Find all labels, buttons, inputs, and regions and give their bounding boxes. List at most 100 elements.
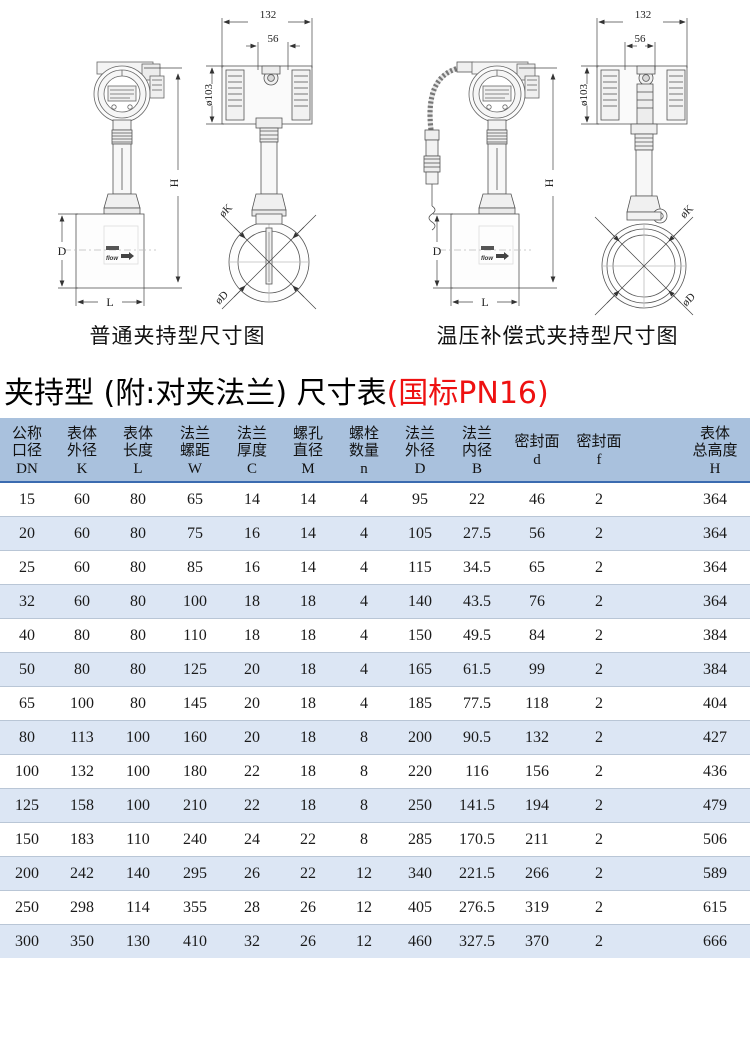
column-header-B: 法兰 内径 B	[448, 418, 506, 483]
table-row: 32 60 80 100 18 18 4 140 43.5 76 2 364	[0, 584, 750, 619]
header-symbol: n	[360, 460, 368, 477]
table-cell-d: 65	[506, 550, 568, 585]
table-cell-d: 156	[506, 754, 568, 789]
header-cn-line2: 内径	[461, 440, 492, 459]
header-cn-line1: 法兰	[179, 424, 210, 442]
table-cell-d: 84	[506, 618, 568, 653]
table-cell-L: 100	[110, 788, 166, 823]
header-cn-line2: 螺距	[179, 440, 210, 459]
header-cn-line1: 表体	[122, 424, 153, 442]
header-cn-line2: 密封面	[576, 432, 622, 451]
table-cell-H: 364	[630, 516, 750, 551]
dimension-label-56: 56	[268, 33, 280, 45]
header-symbol: B	[471, 460, 482, 477]
pressure-sensor-assembly	[423, 139, 441, 231]
table-cell-W: 125	[166, 652, 224, 687]
svg-text:flow: flow	[481, 256, 493, 262]
table-cell-M: 18	[280, 584, 336, 619]
table-cell-C: 14	[224, 482, 280, 517]
table-cell-H: 479	[630, 788, 750, 823]
table-body: 15 60 80 65 14 14 4 95 22 46 2 364 20 60 80 75 16 14 4 105 2…	[0, 482, 750, 959]
table-cell-D: 250	[392, 788, 448, 823]
column-header-M: 螺孔 直径 M	[280, 418, 336, 483]
dimension-label-phiK: øK	[217, 202, 235, 220]
table-cell-D: 405	[392, 890, 448, 925]
header-cn-line1: 螺孔	[292, 424, 323, 442]
table-cell-L: 100	[110, 754, 166, 789]
transmitter-side-housing	[221, 65, 313, 129]
table-cell-W: 65	[166, 482, 224, 517]
column-header-K: 表体 外径 K	[54, 418, 110, 483]
table-cell-W: 240	[166, 822, 224, 857]
table-cell-M: 22	[280, 822, 336, 857]
dimension-label-phi103: ø103	[578, 84, 590, 107]
dimension-label-phiD: øD	[680, 291, 698, 309]
table-cell-M: 14	[280, 482, 336, 517]
dimension-132	[596, 18, 688, 68]
column-header-L: 表体 长度 L	[110, 418, 166, 483]
table-cell-M: 18	[280, 754, 336, 789]
header-symbol: K	[76, 460, 88, 477]
column-header-f: 密封面 f	[568, 418, 630, 483]
dimension-H	[519, 67, 557, 289]
dimension-label-L: L	[481, 295, 488, 309]
table-cell-f: 2	[568, 856, 630, 891]
header-cn-line1: 法兰	[404, 424, 435, 442]
drawing-temp-pressure-compensated: flow H D	[375, 0, 750, 320]
column-header-W: 法兰 螺距 W	[166, 418, 224, 483]
dimension-L	[75, 288, 145, 306]
table-cell-B: 170.5	[448, 822, 506, 857]
table-cell-C: 18	[224, 584, 280, 619]
transmitter-side-housing	[596, 65, 688, 135]
table-cell-n: 4	[336, 618, 392, 653]
table-cell-B: 90.5	[448, 720, 506, 755]
table-row: 65 100 80 145 20 18 4 185 77.5 118 2 404	[0, 686, 750, 721]
header-symbol: DN	[16, 460, 38, 477]
dimension-L	[450, 288, 520, 306]
header-cn-line2: 密封面	[514, 432, 560, 451]
drawing-plain-clamp-type: flow H D	[0, 0, 375, 320]
stem-neck	[103, 119, 141, 215]
dimension-label-56: 56	[635, 33, 647, 45]
table-cell-D: 150	[392, 618, 448, 653]
table-cell-M: 18	[280, 652, 336, 687]
table-cell-D: 340	[392, 856, 448, 891]
table-cell-DN: 300	[0, 924, 54, 959]
table-cell-n: 4	[336, 550, 392, 585]
table-cell-D: 165	[392, 652, 448, 687]
table-cell-d: 266	[506, 856, 568, 891]
table-row: 25 60 80 85 16 14 4 115 34.5 65 2 364	[0, 550, 750, 585]
table-cell-M: 18	[280, 720, 336, 755]
table-cell-H: 364	[630, 550, 750, 585]
table-cell-B: 141.5	[448, 788, 506, 823]
table-cell-K: 298	[54, 890, 110, 925]
dimension-phi103	[581, 65, 599, 125]
table-cell-f: 2	[568, 686, 630, 721]
table-cell-H: 364	[630, 584, 750, 619]
table-row: 125 158 100 210 22 18 8 250 141.5 194 2 479	[0, 788, 750, 823]
header-symbol: f	[596, 452, 602, 469]
table-cell-B: 116	[448, 754, 506, 789]
table-cell-B: 22	[448, 482, 506, 517]
table-cell-K: 158	[54, 788, 110, 823]
table-cell-W: 110	[166, 618, 224, 653]
table-cell-D: 95	[392, 482, 448, 517]
table-cell-L: 130	[110, 924, 166, 959]
svg-text:flow: flow	[106, 256, 118, 262]
table-cell-n: 8	[336, 822, 392, 857]
side-stem	[251, 127, 287, 217]
table-cell-d: 319	[506, 890, 568, 925]
header-symbol: H	[709, 460, 721, 477]
table-cell-d: 76	[506, 584, 568, 619]
table-cell-DN: 100	[0, 754, 54, 789]
table-row: 80 113 100 160 20 18 8 200 90.5 132 2 427	[0, 720, 750, 755]
table-cell-K: 350	[54, 924, 110, 959]
table-row: 100 132 100 180 22 18 8 220 116 156 2 436	[0, 754, 750, 789]
dimension-label-phiD: øD	[213, 289, 231, 307]
table-cell-DN: 20	[0, 516, 54, 551]
table-cell-K: 60	[54, 584, 110, 619]
dimension-132	[221, 18, 313, 68]
header-symbol: D	[414, 460, 426, 477]
table-cell-n: 4	[336, 482, 392, 517]
flow-direction-marking: flow	[481, 252, 509, 262]
